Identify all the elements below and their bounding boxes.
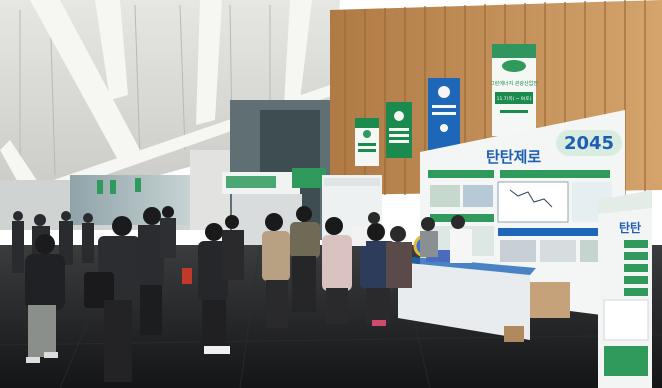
booth-counters: [398, 234, 570, 342]
headline-year: 2045: [564, 133, 614, 154]
hanging-banner-3: [428, 78, 460, 150]
hanging-banner-2: [386, 102, 412, 158]
festival-dates: 11.7(목) ~ 9(토): [497, 96, 532, 102]
headline-korean: 탄탄제로: [486, 148, 541, 166]
visitors: [12, 206, 472, 382]
festival-title: 그린에너지 관광산업전: [490, 80, 538, 87]
side-headline: 탄탄: [619, 220, 641, 235]
side-panel: 탄탄: [598, 190, 652, 388]
hanging-banner-4: 그린에너지 관광산업전 11.7(목) ~ 9(토): [490, 44, 538, 136]
hanging-banner-1: [355, 118, 379, 166]
booth-headline: 탄탄제로 2045: [486, 130, 622, 166]
